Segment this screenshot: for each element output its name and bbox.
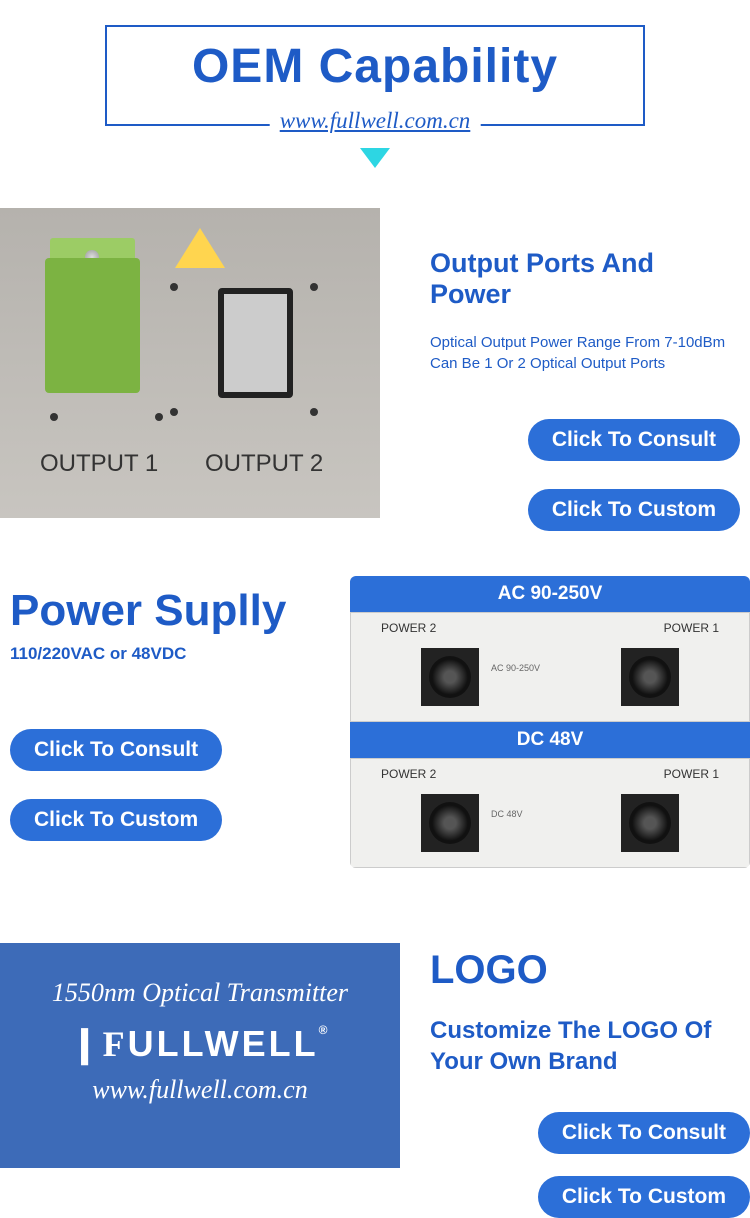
power2-label: POWER 2 [381,621,436,635]
custom-button[interactable]: Click To Custom [538,1176,750,1218]
power1-label: POWER 1 [664,621,719,635]
dc-panel: POWER 2 POWER 1 DC 48V [350,758,750,868]
section1-content: Output Ports And Power Optical Output Po… [380,208,750,531]
logo-url: www.fullwell.com.cn [20,1075,380,1105]
mounting-hole [155,413,163,421]
dc-spec-label: DC 48V [491,809,523,819]
fiber-connector [45,258,140,393]
section1-title: Output Ports And Power [430,248,740,310]
section3-desc: Customize The LOGO Of Your Own Brand [430,1015,750,1077]
header-banner: OEM Capability www.fullwell.com.cn [105,25,645,126]
section2-content: Power Suplly 110/220VAC or 48VDC Click T… [0,576,330,841]
custom-button[interactable]: Click To Custom [10,799,222,841]
logo-preview-image: 1550nm Optical Transmitter ❙FFullwellULL… [0,943,400,1168]
consult-button[interactable]: Click To Consult [528,419,740,461]
mounting-hole [310,283,318,291]
ac-panel: POWER 2 POWER 1 AC 90-250V [350,612,750,722]
section3-buttons: Click To Consult Click To Custom [430,1112,750,1218]
output2-label: OUTPUT 2 [205,450,323,478]
custom-button[interactable]: Click To Custom [528,489,740,531]
section3-content: LOGO Customize The LOGO Of Your Own Bran… [430,943,750,1218]
fan-icon [421,794,479,852]
section3-title: LOGO [430,948,750,993]
output1-label: OUTPUT 1 [40,450,158,478]
output-ports-image: OUTPUT 1 OUTPUT 2 [0,208,380,518]
power1-label: POWER 1 [664,767,719,781]
fan-icon [621,794,679,852]
section1-buttons: Click To Consult Click To Custom [430,419,740,531]
section2-title: Power Suplly [10,586,330,636]
ac-header: AC 90-250V [350,576,750,612]
header-url[interactable]: www.fullwell.com.cn [270,108,481,134]
laser-warning-icon [175,228,225,268]
mounting-hole [170,283,178,291]
section1-desc: Optical Output Power Range From 7-10dBm … [430,332,740,374]
section-logo: 1550nm Optical Transmitter ❙FFullwellULL… [0,943,750,1218]
mounting-hole [310,408,318,416]
mounting-hole [170,408,178,416]
fan-icon [621,648,679,706]
section-output-ports: OUTPUT 1 OUTPUT 2 Output Ports And Power… [0,208,750,531]
power2-label: POWER 2 [381,767,436,781]
desc-line1: Optical Output Power Range From 7-10dBm [430,334,725,351]
arrow-down-icon [360,148,390,168]
output-slot [218,288,293,398]
section-power-supply: Power Suplly 110/220VAC or 48VDC Click T… [0,576,750,868]
registered-icon: ® [319,1023,331,1037]
mounting-hole [50,413,58,421]
logo-brand-name: ❙FFullwellULLWELL® [20,1023,380,1065]
page-title: OEM Capability [107,39,643,94]
section2-buttons: Click To Consult Click To Custom [10,729,330,841]
ac-spec-label: AC 90-250V [491,663,540,673]
power-supply-image: AC 90-250V POWER 2 POWER 1 AC 90-250V DC… [350,576,750,868]
section2-desc: 110/220VAC or 48VDC [10,644,330,664]
logo-product-name: 1550nm Optical Transmitter [20,978,380,1008]
consult-button[interactable]: Click To Consult [10,729,222,771]
desc-line2: Can Be 1 Or 2 Optical Output Ports [430,355,665,372]
consult-button[interactable]: Click To Consult [538,1112,750,1154]
fan-icon [421,648,479,706]
dc-header: DC 48V [350,722,750,758]
